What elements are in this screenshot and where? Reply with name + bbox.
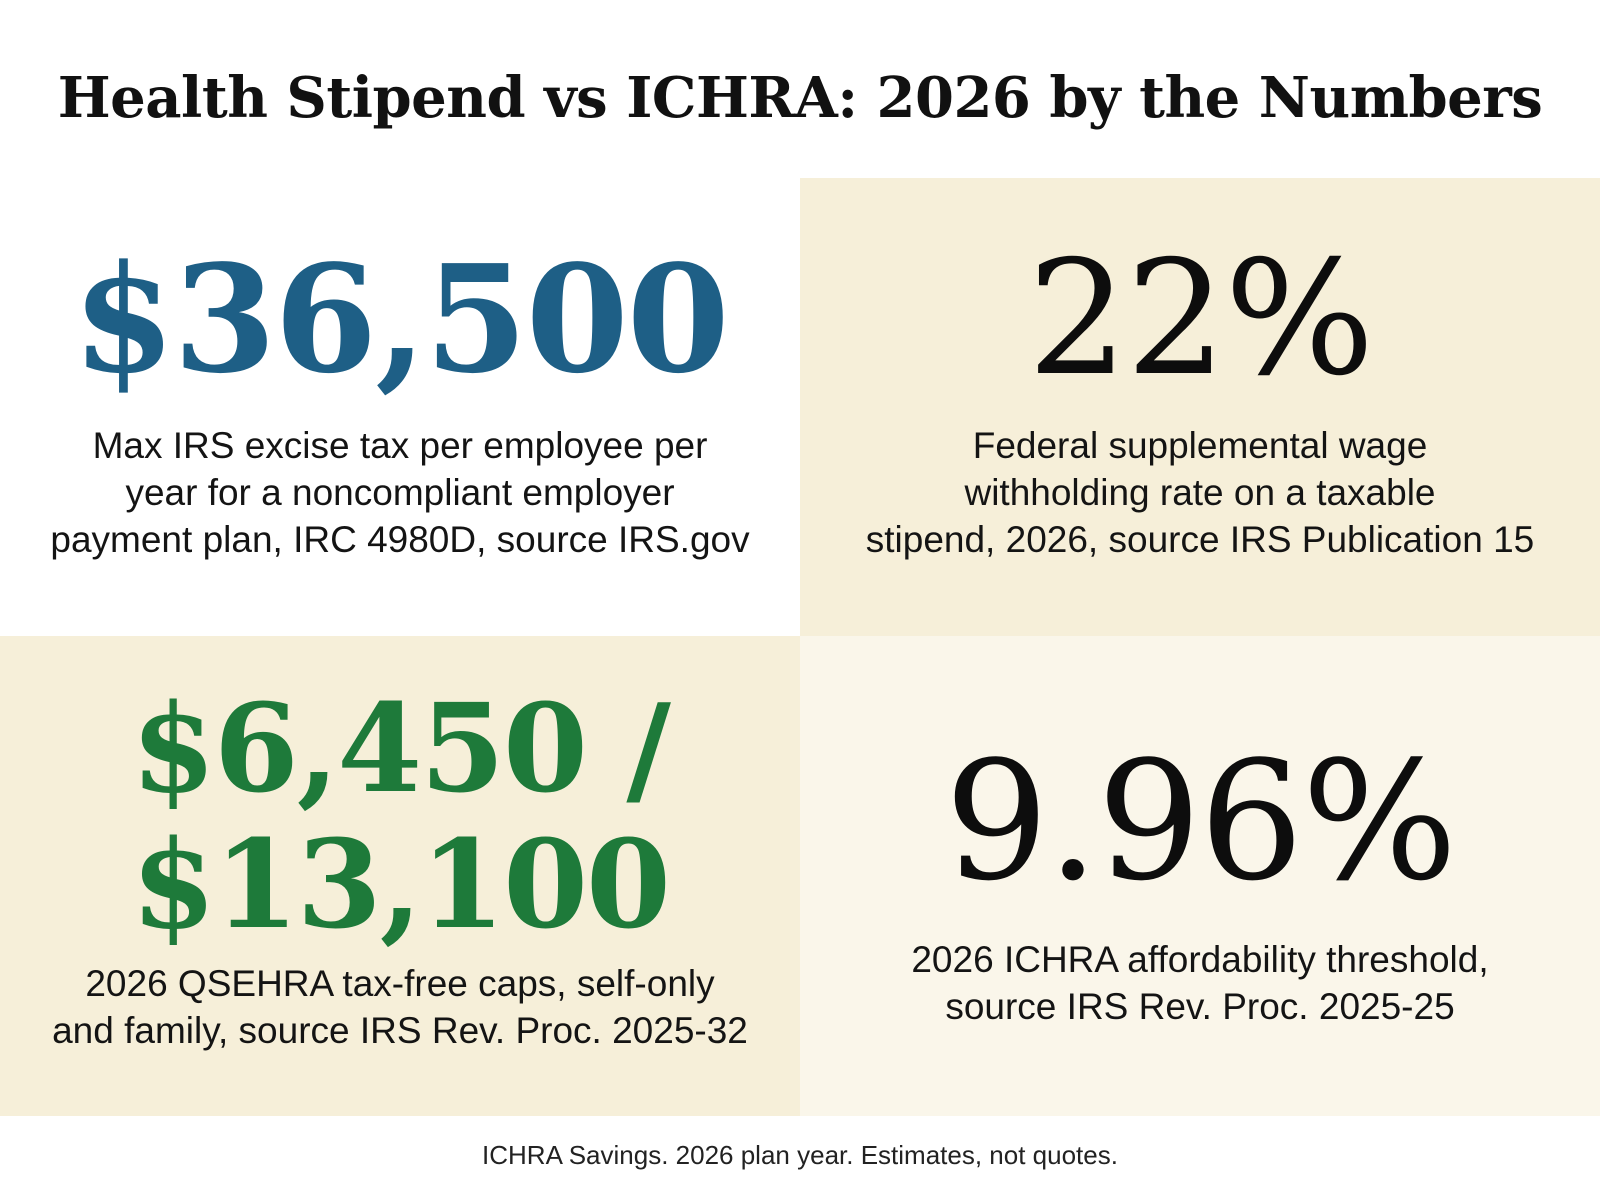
page-title: Health Stipend vs ICHRA: 2026 by the Num…	[57, 65, 1543, 131]
stat-panel-affordability-threshold: 9.96% 2026 ICHRA affordability threshold…	[800, 636, 1600, 1116]
footer-note: ICHRA Savings. 2026 plan year. Estimates…	[482, 1140, 1118, 1170]
stat-panel-excise-tax: $36,500 Max IRS excise tax per employee …	[0, 178, 800, 636]
stat-description: 2026 QSEHRA tax-free caps, self-only and…	[52, 963, 748, 1051]
stat-description: Max IRS excise tax per employee per year…	[50, 425, 750, 560]
stat-value: $36,500	[72, 232, 729, 406]
stat-panel-qsehra-caps: $6,450 / $13,100 2026 QSEHRA tax-free ca…	[0, 636, 800, 1116]
stat-description: Federal supplemental wage withholding ra…	[865, 425, 1535, 560]
stat-value: 9.96%	[944, 726, 1458, 917]
stat-value-line-2: $13,100	[131, 812, 671, 956]
stat-value: 22%	[1027, 227, 1374, 411]
stat-description: 2026 ICHRA affordability threshold, sour…	[911, 939, 1489, 1027]
stat-value-line-1: $6,450 /	[131, 676, 671, 820]
stat-panel-withholding-rate: 22% Federal supplemental wage withholdin…	[800, 178, 1600, 636]
